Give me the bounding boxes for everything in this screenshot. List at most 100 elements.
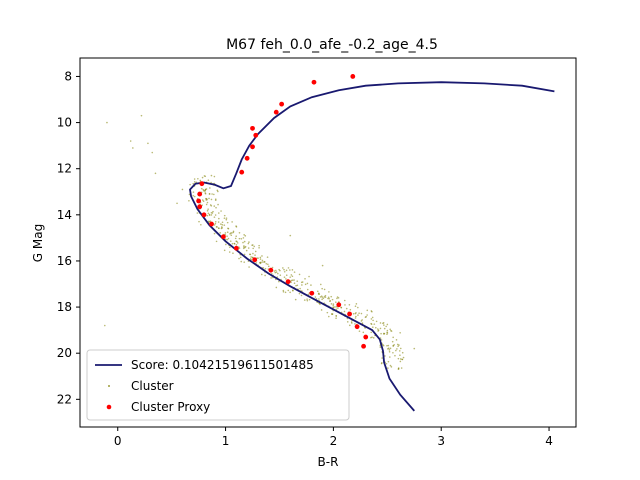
- y-tick-label: 18: [57, 300, 72, 314]
- cluster-point: [395, 349, 397, 352]
- cluster-point: [238, 231, 241, 234]
- cluster-point: [346, 321, 349, 323]
- cluster-point: [399, 358, 402, 360]
- cluster-point: [370, 318, 373, 320]
- cluster-proxy-point: [197, 191, 203, 197]
- cluster-proxy-point: [311, 79, 317, 85]
- cluster-point: [261, 259, 264, 262]
- cluster-point: [370, 331, 373, 334]
- cluster-point: [226, 235, 228, 237]
- cluster-point: [283, 268, 285, 271]
- cluster-point: [338, 301, 340, 303]
- cluster-point: [230, 234, 233, 237]
- cluster-point: [248, 241, 250, 243]
- cluster-point: [389, 356, 391, 358]
- cluster-point: [240, 260, 243, 263]
- cluster-point: [348, 303, 351, 306]
- cluster-point: [413, 347, 416, 350]
- cluster-point: [290, 281, 292, 284]
- cluster-point: [229, 240, 232, 242]
- cluster-point: [201, 204, 203, 206]
- cluster-point: [240, 237, 243, 240]
- cluster-point: [214, 199, 217, 202]
- cluster-point: [255, 262, 258, 264]
- cluster-point: [331, 313, 333, 315]
- cluster-point: [261, 255, 263, 257]
- legend: Score: 0.10421519611501485 Cluster Clust…: [86, 349, 350, 421]
- cluster-point: [210, 205, 213, 207]
- cluster-point: [284, 291, 287, 294]
- cluster-point: [258, 246, 260, 249]
- cluster-point: [370, 323, 373, 325]
- cluster-point: [371, 310, 373, 313]
- cluster-point: [345, 307, 348, 310]
- cluster-point: [394, 354, 396, 357]
- legend-box: [86, 349, 350, 421]
- cluster-proxy-point: [336, 302, 342, 308]
- cluster-point: [251, 256, 254, 259]
- cluster-point: [397, 345, 399, 348]
- cluster-point: [319, 283, 322, 286]
- cluster-point: [289, 291, 291, 294]
- cluster-point: [358, 330, 361, 332]
- cluster-point: [218, 212, 220, 214]
- cluster-point: [213, 232, 216, 235]
- cluster-point: [387, 344, 390, 347]
- cluster-point: [398, 344, 400, 346]
- cluster-point: [314, 296, 317, 298]
- legend-label-score: Score: 0.10421519611501485: [131, 358, 314, 372]
- cluster-point: [383, 324, 385, 326]
- cluster-point: [382, 343, 384, 346]
- cluster-point: [244, 245, 247, 248]
- cluster-point: [396, 343, 399, 346]
- isochrone-line: [189, 81, 555, 412]
- y-tick-label: 14: [57, 208, 72, 222]
- cluster-point: [381, 357, 383, 359]
- cluster-point: [219, 232, 221, 234]
- cluster-point: [366, 314, 368, 316]
- cluster-point: [193, 181, 196, 183]
- cluster-point: [200, 223, 202, 226]
- cluster-point: [306, 288, 309, 291]
- cluster-point: [216, 189, 219, 192]
- cluster-point: [227, 227, 229, 230]
- cluster-point: [354, 317, 357, 319]
- cluster-point: [402, 356, 405, 359]
- cluster-proxy-point: [253, 132, 259, 138]
- cluster-point: [335, 308, 338, 311]
- cluster-point: [291, 275, 294, 278]
- cluster-point: [321, 264, 324, 267]
- legend-proxy-swatch: [106, 404, 112, 410]
- cluster-point: [319, 296, 322, 298]
- cluster-point: [390, 366, 393, 368]
- cluster-point: [377, 329, 380, 331]
- cluster-point: [235, 243, 238, 246]
- cluster-point: [317, 293, 320, 295]
- cluster-point: [176, 202, 178, 205]
- cluster-point: [354, 305, 357, 308]
- cluster-point: [247, 242, 250, 245]
- cluster-point: [196, 212, 199, 214]
- cluster-point: [327, 296, 330, 299]
- cluster-point: [386, 344, 388, 347]
- legend-cluster-swatch: [108, 385, 110, 387]
- cluster-proxy-point: [268, 267, 274, 273]
- cluster-point: [205, 199, 208, 201]
- cluster-point: [210, 181, 212, 184]
- cluster-proxy-point: [199, 181, 205, 187]
- cluster-point: [279, 269, 281, 272]
- cluster-point: [208, 220, 211, 223]
- cluster-point: [188, 199, 190, 202]
- cluster-point: [298, 292, 301, 295]
- cluster-point: [207, 212, 210, 215]
- cluster-point: [372, 337, 375, 339]
- cluster-point: [235, 240, 238, 242]
- cluster-point: [285, 269, 288, 272]
- cluster-point: [375, 326, 377, 329]
- cluster-point: [193, 178, 196, 180]
- cluster-point: [386, 333, 388, 335]
- cluster-point: [262, 261, 264, 263]
- cluster-point: [242, 237, 245, 239]
- cluster-point: [401, 351, 404, 354]
- cluster-point: [213, 175, 216, 178]
